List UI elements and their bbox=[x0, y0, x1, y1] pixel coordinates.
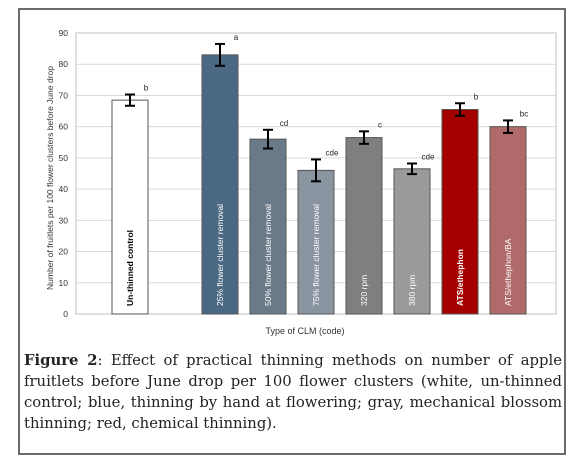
y-tick-label: 90 bbox=[59, 28, 69, 38]
bar bbox=[489, 126, 527, 315]
y-tick-label: 50 bbox=[59, 153, 69, 163]
y-axis-label: Number of fruitlets per 100 flower clust… bbox=[45, 66, 55, 290]
y-tick-label: 0 bbox=[63, 309, 68, 319]
bar-chart: 0 10 20 30 40 50 60 70 80 90 b a cd cde c cde b bc Un-th… bbox=[45, 28, 557, 336]
bar-labels: Un-thinned control 25% flower cluster rem… bbox=[125, 204, 513, 306]
bar bbox=[441, 108, 479, 315]
y-tick-labels: 0 10 20 30 40 50 60 70 80 90 bbox=[59, 28, 69, 319]
bar-label: 50% flower cluster removal bbox=[263, 204, 273, 306]
bar-label: Un-thinned control bbox=[125, 230, 135, 306]
bars bbox=[111, 54, 527, 315]
y-tick-label: 60 bbox=[59, 122, 69, 132]
y-tick-label: 10 bbox=[59, 278, 69, 288]
bar bbox=[201, 54, 239, 315]
significance-letter: a bbox=[234, 33, 239, 42]
caption-label: Figure 2 bbox=[24, 352, 98, 369]
y-tick-label: 30 bbox=[59, 215, 69, 225]
bar bbox=[111, 99, 149, 315]
bar-label: 380 rpm bbox=[407, 275, 417, 306]
significance-letter: c bbox=[378, 120, 382, 129]
significance-letter: b bbox=[474, 92, 479, 101]
significance-letter: cde bbox=[326, 148, 339, 157]
significance-letter: cde bbox=[422, 153, 435, 162]
caption-text: : Effect of practical thinning methods o… bbox=[24, 352, 562, 432]
significance-letter: b bbox=[144, 84, 149, 93]
bar-label: 25% flower cluster removal bbox=[215, 204, 225, 306]
y-tick-label: 40 bbox=[59, 184, 69, 194]
y-tick-label: 80 bbox=[59, 59, 69, 69]
bar-label: 320 rpm bbox=[359, 275, 369, 306]
bar-label: ATS/ethephon/BA bbox=[503, 238, 513, 306]
x-axis-label: Type of CLM (code) bbox=[265, 326, 344, 336]
y-tick-label: 70 bbox=[59, 90, 69, 100]
figure-caption: Figure 2: Effect of practical thinning m… bbox=[24, 350, 562, 434]
y-tick-label: 20 bbox=[59, 247, 69, 257]
error-bars bbox=[125, 42, 513, 183]
bar bbox=[249, 138, 287, 315]
bar-label: ATS/ethephon bbox=[455, 249, 465, 306]
bar bbox=[393, 168, 431, 315]
significance-letters: b a cd cde c cde b bc bbox=[144, 33, 528, 162]
significance-letter: cd bbox=[280, 119, 288, 128]
bar-label: 75% flower cluster removal bbox=[311, 204, 321, 306]
significance-letter: bc bbox=[520, 109, 528, 118]
